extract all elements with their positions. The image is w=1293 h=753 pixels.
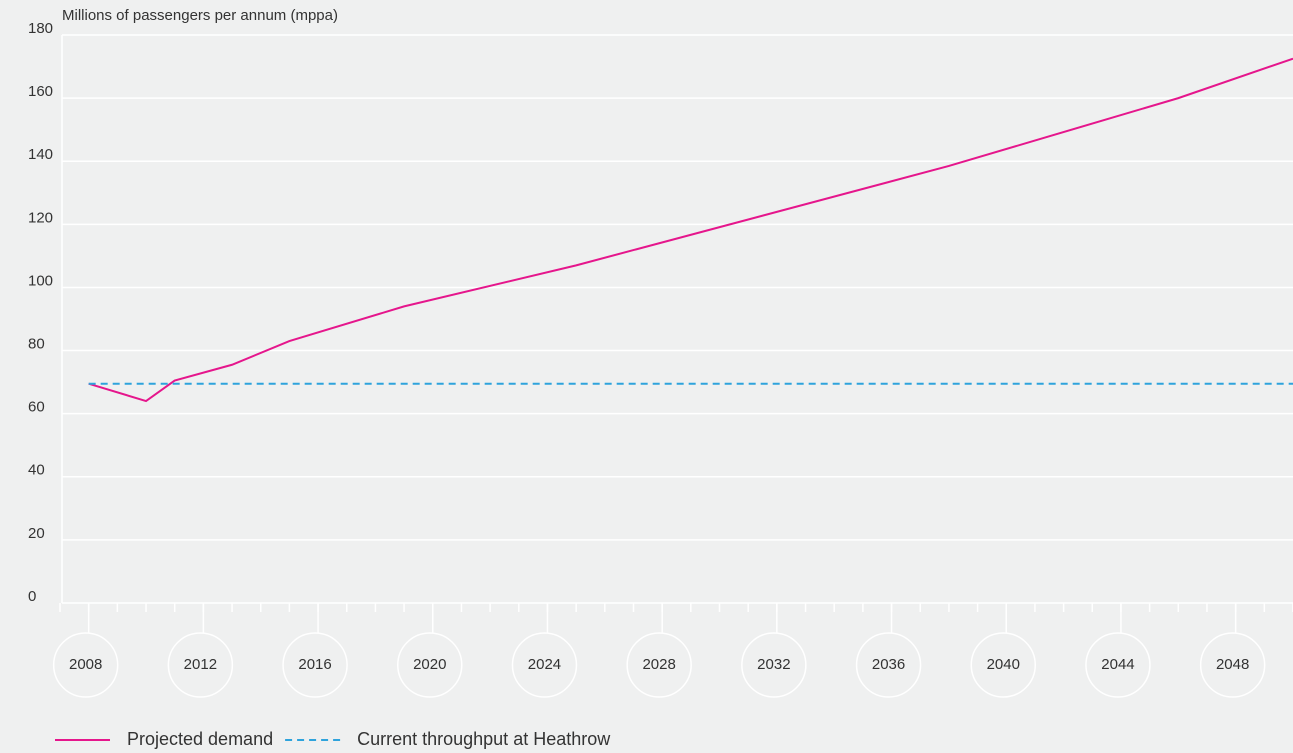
legend-label: Projected demand <box>127 729 273 749</box>
series-line <box>88 57 1293 403</box>
y-tick-label: 120 <box>28 209 53 226</box>
x-tick-circle <box>970 632 1037 698</box>
x-tick-label: 2016 <box>298 656 331 673</box>
x-tick-label: 2020 <box>413 656 446 673</box>
x-tick-circle <box>52 632 119 698</box>
x-tick-label: 2012 <box>184 656 217 673</box>
x-tick-circle <box>1085 632 1151 698</box>
y-tick-label: 100 <box>28 272 53 289</box>
y-tick-label: 180 <box>28 20 53 37</box>
x-tick-circle <box>397 632 463 698</box>
x-tick-label: 2048 <box>1216 656 1249 673</box>
y-tick-label: 0 <box>28 588 36 605</box>
x-tick-label: 2008 <box>69 656 102 673</box>
x-tick-circle <box>855 632 922 698</box>
y-tick-label: 80 <box>28 336 45 353</box>
legend-label: Current throughput at Heathrow <box>357 729 611 749</box>
x-tick-label: 2028 <box>642 656 675 673</box>
y-tick-label: 60 <box>28 399 45 416</box>
x-tick-circle <box>282 632 348 698</box>
x-tick-circle <box>511 632 578 698</box>
y-tick-label: 160 <box>28 83 53 100</box>
x-tick-circle <box>741 632 807 698</box>
y-tick-label: 40 <box>28 462 45 479</box>
x-tick-circle <box>626 632 692 698</box>
y-tick-label: 20 <box>28 525 45 542</box>
x-tick-circle <box>167 632 234 698</box>
x-tick-label: 2024 <box>528 656 561 673</box>
x-tick-label: 2044 <box>1101 656 1134 673</box>
x-tick-circle <box>1199 632 1266 698</box>
x-tick-label: 2036 <box>872 656 905 673</box>
y-axis-label: Millions of passengers per annum (mppa) <box>62 7 338 24</box>
x-tick-label: 2032 <box>757 656 790 673</box>
x-tick-label: 2040 <box>987 656 1020 673</box>
y-tick-label: 140 <box>28 146 53 163</box>
